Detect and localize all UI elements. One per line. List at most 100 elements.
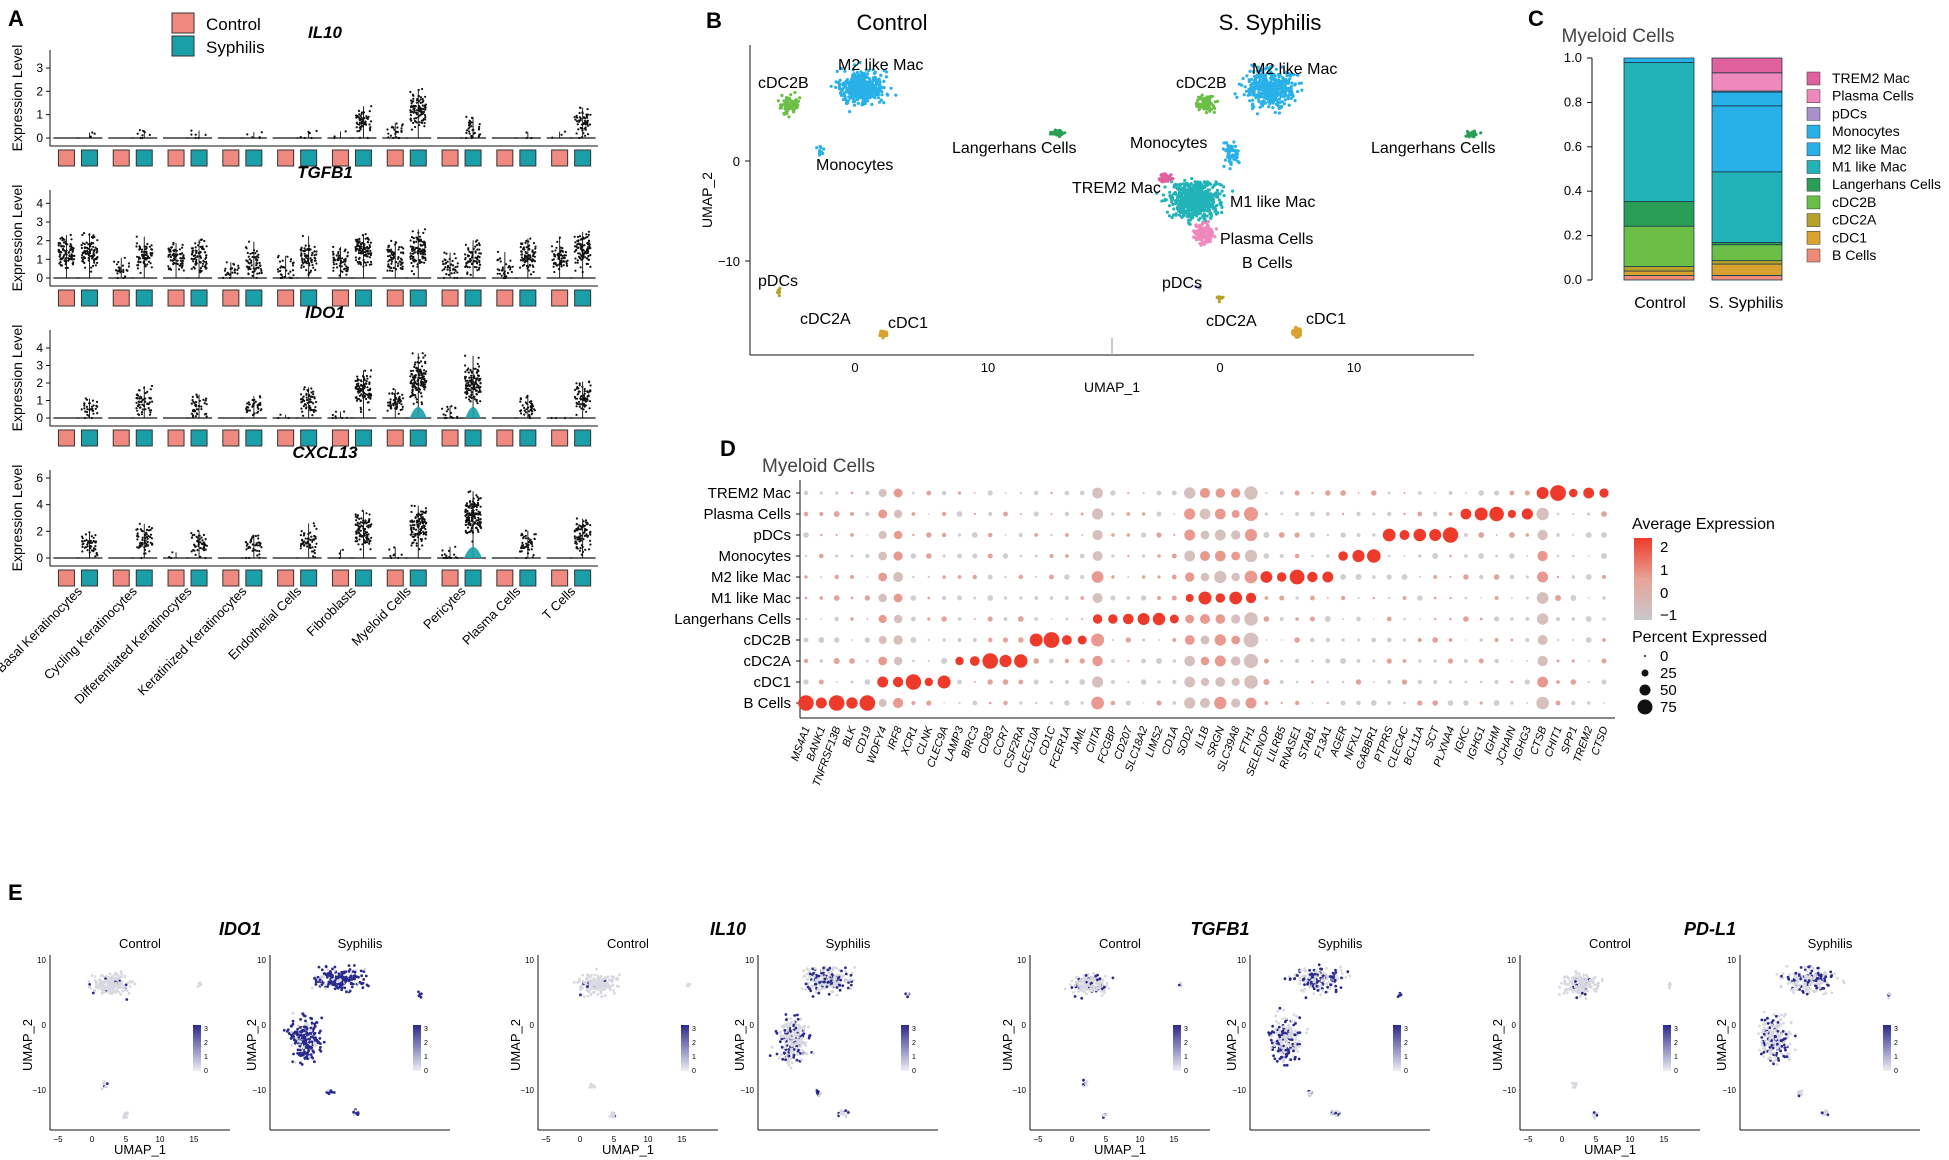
violin-point bbox=[582, 237, 586, 240]
violin-point bbox=[127, 262, 130, 265]
violin-point bbox=[277, 416, 280, 420]
violin-point bbox=[533, 260, 537, 263]
violin-point bbox=[578, 252, 581, 255]
violin-point bbox=[478, 266, 481, 269]
violin-point bbox=[259, 396, 262, 399]
violin-point bbox=[306, 401, 309, 404]
violin-point bbox=[138, 400, 141, 403]
umap-xtick-syphilis-0: 0 bbox=[1216, 360, 1223, 375]
umap-point bbox=[862, 83, 866, 87]
violin-point bbox=[412, 240, 415, 243]
violin-point bbox=[137, 413, 141, 416]
violin-point bbox=[360, 112, 363, 115]
violin-point bbox=[524, 534, 527, 537]
violin-point bbox=[577, 527, 580, 530]
violin-point bbox=[359, 525, 362, 528]
violin-point bbox=[519, 398, 522, 401]
violin-point bbox=[533, 409, 536, 412]
violin-point bbox=[311, 264, 314, 267]
violin-point bbox=[575, 114, 578, 117]
umap-point bbox=[1283, 80, 1288, 84]
violin-point bbox=[204, 399, 207, 402]
violin-point bbox=[303, 136, 306, 140]
violin-point bbox=[257, 253, 260, 256]
violin-point bbox=[397, 556, 400, 560]
cell-type-label: Keratinized Keratinocytes bbox=[135, 583, 250, 698]
violin-point bbox=[300, 246, 303, 249]
violin-point bbox=[576, 538, 579, 541]
umap-point bbox=[791, 108, 795, 112]
violin-point bbox=[409, 119, 413, 122]
violin-point bbox=[367, 519, 370, 523]
violin-point bbox=[422, 99, 425, 103]
violin-point bbox=[149, 541, 152, 544]
violin-point bbox=[589, 533, 592, 536]
violin-point bbox=[453, 271, 456, 274]
violin-key-control bbox=[277, 149, 295, 167]
violin-point bbox=[525, 411, 528, 414]
violin-point bbox=[332, 269, 335, 272]
umap-point bbox=[851, 74, 855, 78]
violin-point bbox=[410, 261, 413, 265]
violin-point bbox=[300, 249, 303, 252]
violin-point bbox=[392, 554, 395, 557]
umap-point bbox=[1222, 194, 1226, 198]
violin-point bbox=[469, 400, 472, 403]
violin-point bbox=[588, 407, 591, 410]
violin-point bbox=[136, 538, 139, 541]
violin-point bbox=[193, 543, 196, 546]
violin-point bbox=[424, 528, 427, 531]
violin-point bbox=[398, 246, 401, 249]
umap-point bbox=[1222, 164, 1226, 168]
violin-point bbox=[303, 252, 306, 255]
violin-point bbox=[412, 375, 416, 378]
violin-y-tick-label: 2 bbox=[36, 234, 43, 248]
umap-xtick-syphilis-10: 10 bbox=[1347, 360, 1361, 375]
violin-point bbox=[62, 245, 65, 248]
violin-point bbox=[202, 398, 205, 401]
violin-point bbox=[585, 397, 589, 400]
violin-point bbox=[144, 531, 148, 534]
violin-point bbox=[142, 129, 145, 133]
violin-point bbox=[201, 265, 204, 268]
violin-point bbox=[531, 545, 534, 548]
violin-point bbox=[584, 398, 587, 401]
violin-point bbox=[341, 257, 344, 260]
violin-point bbox=[554, 262, 557, 265]
violin-point bbox=[520, 409, 523, 412]
violin-point bbox=[199, 555, 202, 558]
violin-point bbox=[140, 411, 144, 414]
violin-key-syphilis bbox=[245, 149, 263, 167]
violin-point bbox=[57, 244, 60, 247]
violin-point bbox=[578, 235, 582, 238]
violin-point bbox=[300, 407, 303, 410]
violin-point bbox=[528, 244, 531, 247]
violin-point bbox=[82, 260, 85, 263]
violin-point bbox=[520, 250, 523, 253]
violin-point bbox=[135, 245, 138, 248]
violin-point bbox=[477, 128, 480, 131]
violin-point bbox=[389, 554, 392, 558]
violin-point bbox=[573, 235, 576, 238]
violin-point bbox=[144, 258, 147, 261]
violin-point bbox=[453, 276, 456, 280]
violin-key-syphilis bbox=[80, 429, 98, 447]
violin-point bbox=[423, 104, 427, 107]
violin-point bbox=[412, 108, 415, 111]
violin-point bbox=[409, 395, 412, 398]
violin-point bbox=[301, 400, 304, 403]
violin-point bbox=[368, 542, 371, 545]
violin-point bbox=[469, 259, 472, 262]
violin-point bbox=[421, 374, 424, 377]
violin-point bbox=[201, 262, 205, 265]
violin-point bbox=[196, 413, 199, 416]
umap-point bbox=[879, 332, 883, 336]
violin-point bbox=[149, 388, 152, 391]
violin-point bbox=[141, 257, 145, 260]
violin-point bbox=[464, 253, 467, 256]
umap-point bbox=[870, 94, 875, 99]
violin-point bbox=[57, 241, 60, 245]
violin-point bbox=[255, 543, 258, 547]
umap-point bbox=[1257, 90, 1261, 94]
violin-point bbox=[464, 508, 467, 511]
